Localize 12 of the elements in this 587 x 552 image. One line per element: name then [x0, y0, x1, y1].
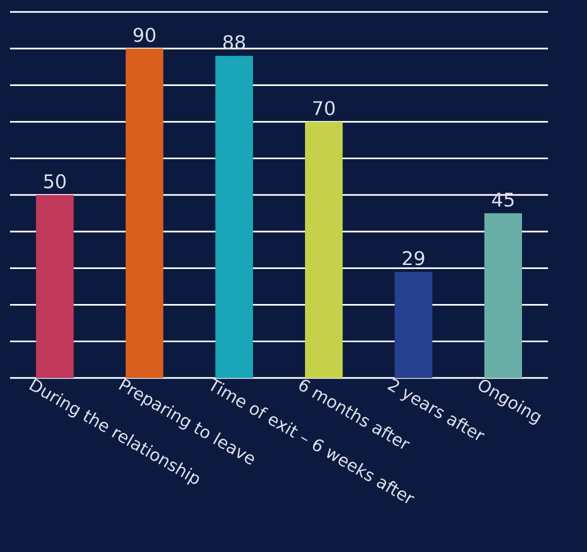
bar	[394, 272, 432, 378]
data-label: 29	[402, 251, 424, 266]
bar	[126, 48, 164, 378]
bar	[215, 56, 254, 378]
data-label: 70	[313, 100, 335, 116]
data-label: 90	[134, 28, 156, 42]
data-label: 50	[44, 174, 66, 188]
data-label: 45	[492, 192, 514, 207]
bar	[36, 194, 74, 378]
bar	[305, 122, 343, 378]
data-label: 88	[223, 35, 245, 50]
bar	[484, 213, 522, 378]
